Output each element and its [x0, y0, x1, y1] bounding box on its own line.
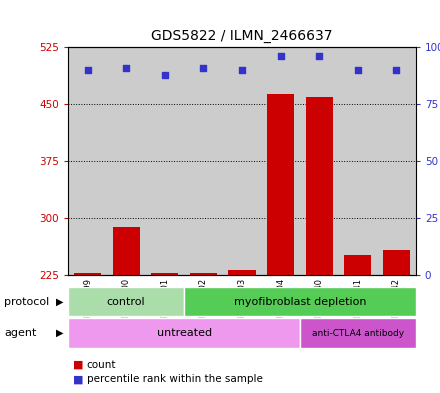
- Text: ■: ■: [73, 360, 83, 370]
- Text: anti-CTLA4 antibody: anti-CTLA4 antibody: [312, 329, 404, 338]
- Text: protocol: protocol: [4, 297, 50, 307]
- Point: [277, 53, 284, 59]
- Text: percentile rank within the sample: percentile rank within the sample: [87, 374, 263, 384]
- Bar: [190, 273, 217, 275]
- Bar: [300, 318, 416, 348]
- Bar: [74, 273, 101, 275]
- Bar: [151, 273, 178, 275]
- Point: [123, 64, 130, 71]
- Bar: [383, 250, 410, 275]
- Point: [393, 67, 400, 73]
- Bar: [345, 255, 371, 275]
- Text: ■: ■: [73, 374, 83, 384]
- Text: count: count: [87, 360, 116, 370]
- Text: agent: agent: [4, 328, 37, 338]
- Text: control: control: [107, 297, 146, 307]
- Bar: [228, 270, 256, 275]
- Text: myofibroblast depletion: myofibroblast depletion: [234, 297, 366, 307]
- Point: [316, 53, 323, 59]
- Title: GDS5822 / ILMN_2466637: GDS5822 / ILMN_2466637: [151, 29, 333, 43]
- Bar: [68, 287, 184, 316]
- Point: [354, 67, 361, 73]
- Text: ▶: ▶: [56, 297, 64, 307]
- Text: untreated: untreated: [157, 328, 212, 338]
- Bar: [113, 227, 139, 275]
- Point: [200, 64, 207, 71]
- Bar: [184, 287, 416, 316]
- Text: ▶: ▶: [56, 328, 64, 338]
- Point: [84, 67, 91, 73]
- Point: [238, 67, 246, 73]
- Point: [161, 72, 168, 78]
- Bar: [306, 97, 333, 275]
- Bar: [68, 318, 300, 348]
- Bar: [267, 94, 294, 275]
